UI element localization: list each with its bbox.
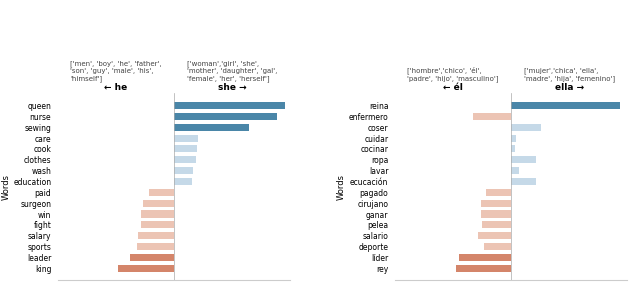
Bar bbox=[174, 102, 285, 109]
Y-axis label: Words: Words bbox=[1, 174, 10, 200]
Bar bbox=[174, 167, 193, 174]
Text: ['men', 'boy', 'he', 'father',
'son', 'guy', 'male', 'his',
'himself']: ['men', 'boy', 'he', 'father', 'son', 'g… bbox=[70, 60, 161, 82]
Bar bbox=[511, 178, 536, 185]
Bar bbox=[150, 189, 174, 196]
Bar bbox=[459, 254, 511, 261]
Bar bbox=[174, 156, 196, 163]
Bar bbox=[138, 243, 174, 250]
Bar bbox=[174, 145, 197, 152]
Bar bbox=[511, 167, 519, 174]
Bar bbox=[511, 102, 620, 109]
Text: ['mujer','chica', 'ella',
'madre', 'hija', 'femenino']: ['mujer','chica', 'ella', 'madre', 'hija… bbox=[524, 67, 614, 82]
Bar bbox=[129, 254, 174, 261]
Text: ← he: ← he bbox=[104, 83, 127, 92]
Bar bbox=[484, 243, 511, 250]
Bar bbox=[478, 232, 511, 239]
Text: ella →: ella → bbox=[554, 83, 584, 92]
Bar bbox=[473, 113, 511, 120]
Text: she →: she → bbox=[218, 83, 246, 92]
Bar bbox=[174, 135, 198, 142]
Bar bbox=[511, 145, 515, 152]
Text: ← él: ← él bbox=[443, 83, 463, 92]
Bar bbox=[174, 178, 191, 185]
Bar bbox=[118, 265, 174, 272]
Bar bbox=[511, 156, 536, 163]
Bar bbox=[486, 189, 511, 196]
Bar bbox=[174, 113, 277, 120]
Text: ['woman','girl', 'she',
'mother', 'daughter', 'gal',
'female', 'her', 'herself']: ['woman','girl', 'she', 'mother', 'daugh… bbox=[187, 60, 277, 82]
Text: ['hombre','chico', 'él',
'padre', 'hijo', 'masculino']: ['hombre','chico', 'él', 'padre', 'hijo'… bbox=[407, 66, 499, 82]
Bar bbox=[481, 211, 511, 218]
Bar bbox=[174, 124, 249, 131]
Bar bbox=[482, 221, 511, 228]
Y-axis label: Words: Words bbox=[337, 174, 346, 200]
Bar bbox=[143, 200, 174, 207]
Bar bbox=[138, 232, 174, 239]
Bar bbox=[511, 124, 541, 131]
Bar bbox=[456, 265, 511, 272]
Bar bbox=[141, 221, 174, 228]
Bar bbox=[511, 135, 516, 142]
Bar bbox=[141, 211, 174, 218]
Bar bbox=[481, 200, 511, 207]
